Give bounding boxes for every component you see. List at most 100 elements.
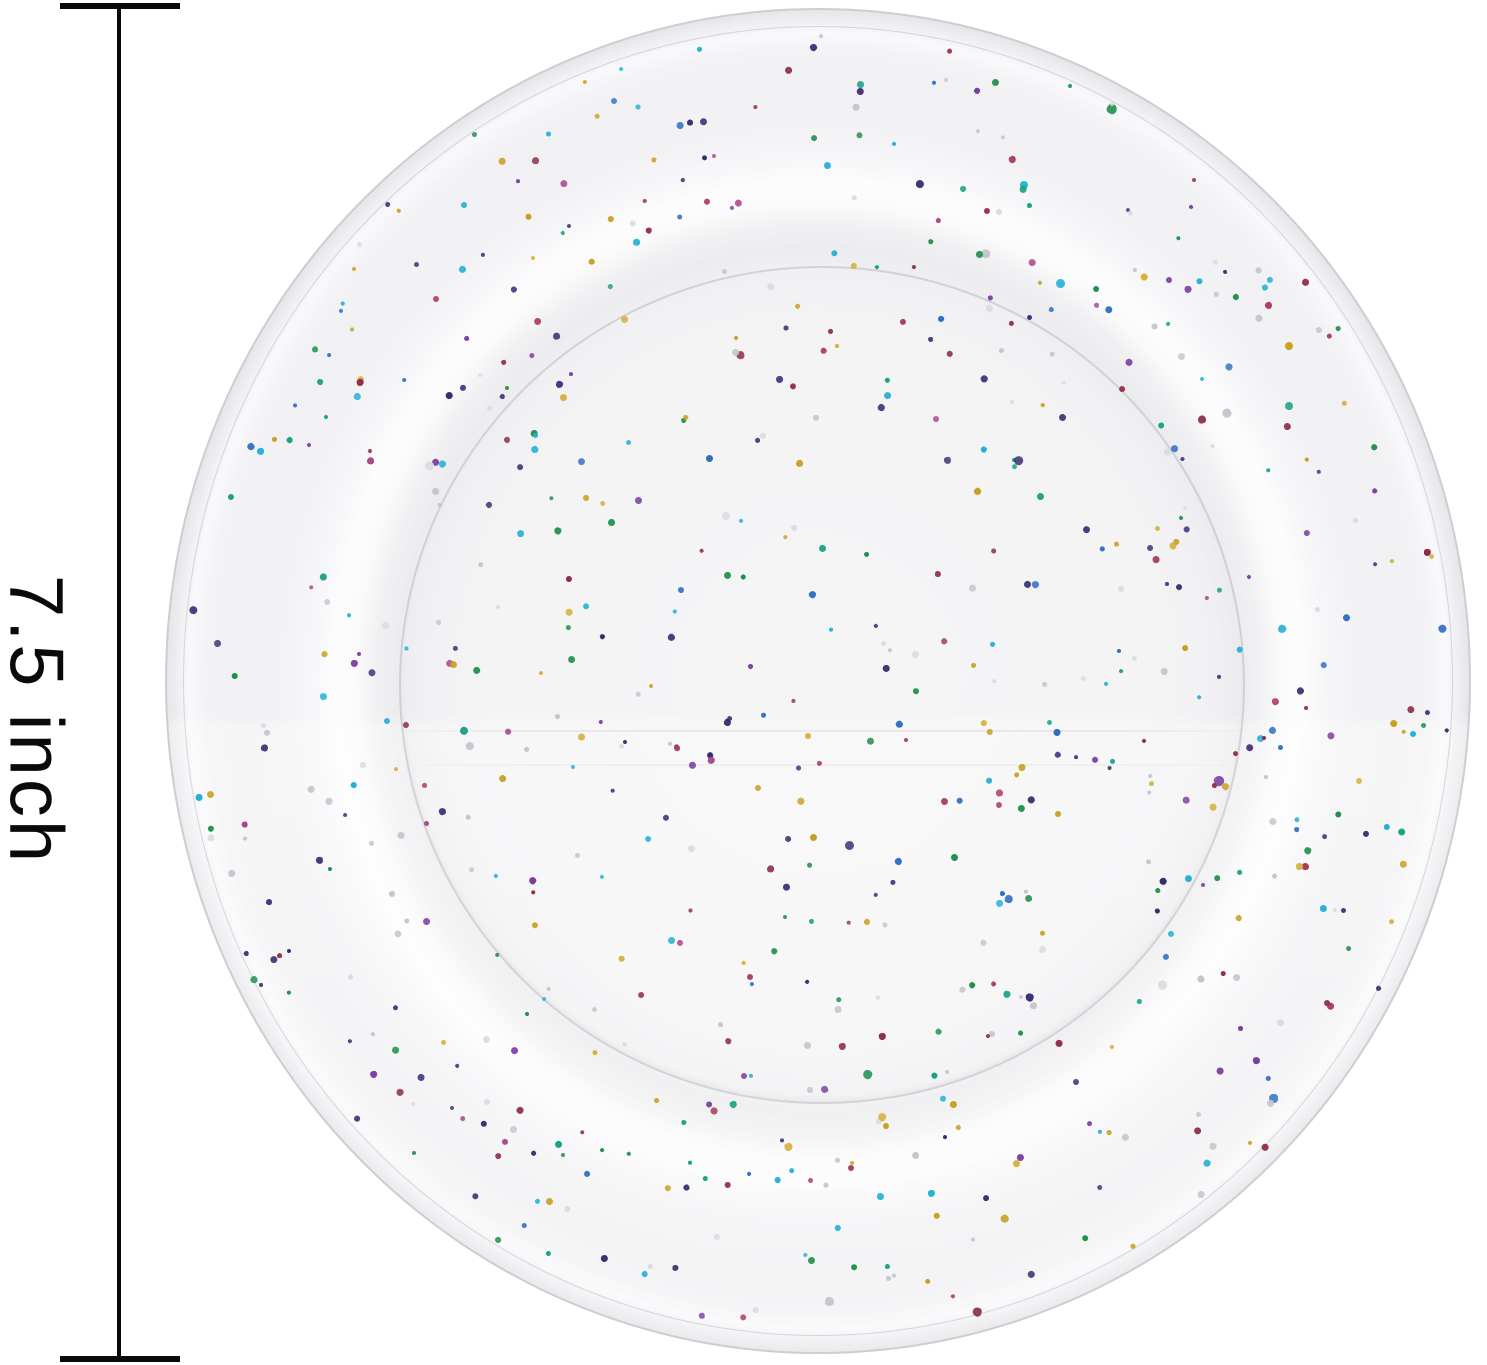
- glitter-fleck: [643, 835, 653, 844]
- glitter-fleck: [1127, 209, 1134, 217]
- glitter-fleck: [393, 766, 399, 773]
- glitter-fleck: [838, 1042, 847, 1051]
- glitter-fleck: [796, 796, 806, 806]
- glitter-fleck: [754, 437, 761, 444]
- glitter-fleck: [1194, 1110, 1202, 1118]
- glitter-fleck: [1196, 694, 1203, 701]
- glitter-fleck: [924, 1278, 932, 1286]
- glitter-fleck: [1085, 1120, 1093, 1128]
- glitter-fleck: [319, 649, 329, 659]
- glitter-fleck: [545, 1197, 554, 1206]
- glitter-fleck: [516, 463, 525, 472]
- glitter-fleck: [828, 628, 833, 633]
- glitter-fleck: [206, 789, 215, 799]
- glitter-fleck: [829, 249, 838, 258]
- glitter-fleck: [582, 602, 590, 611]
- glitter-fleck: [582, 494, 589, 501]
- glitter-fleck: [809, 833, 818, 842]
- glitter-fleck: [676, 213, 684, 221]
- glitter-fleck: [582, 1169, 591, 1178]
- glitter-fleck: [1016, 803, 1026, 813]
- glitter-fleck: [367, 448, 374, 454]
- glitter-fleck: [648, 683, 653, 688]
- glitter-fleck: [827, 328, 834, 335]
- glitter-fleck: [698, 1312, 706, 1319]
- glitter-fleck: [958, 985, 967, 994]
- glitter-fleck: [728, 1100, 738, 1110]
- glitter-fleck: [537, 670, 544, 676]
- glitter-fleck: [437, 502, 443, 507]
- glitter-fleck: [899, 318, 908, 327]
- glitter-fleck: [1040, 681, 1049, 689]
- glitter-fleck: [505, 385, 510, 391]
- glitter-fleck: [943, 77, 949, 83]
- glitter-fleck: [632, 238, 640, 246]
- glitter-fleck: [1208, 803, 1218, 813]
- glitter-fleck: [682, 1184, 691, 1192]
- glitter-fleck: [672, 609, 678, 615]
- glitter-fleck: [873, 892, 879, 898]
- glitter-fleck: [1177, 352, 1186, 361]
- glitter-fleck: [722, 570, 733, 581]
- glitter-fleck: [499, 359, 507, 367]
- glitter-fleck: [1326, 332, 1334, 340]
- glitter-fleck: [351, 266, 356, 272]
- glitter-fleck: [876, 402, 886, 412]
- glitter-fleck: [739, 1312, 748, 1322]
- glitter-fleck: [440, 1039, 447, 1046]
- glitter-fleck: [710, 1107, 719, 1115]
- glitter-fleck: [653, 1097, 660, 1104]
- glitter-fleck: [873, 622, 879, 629]
- glitter-fleck: [699, 117, 708, 126]
- glitter-fleck: [258, 982, 264, 988]
- glitter-fleck: [1235, 868, 1242, 875]
- glitter-fleck: [1026, 314, 1034, 322]
- glitter-fleck: [878, 1031, 887, 1041]
- glitter-fleck: [524, 1011, 529, 1017]
- glitter-fleck: [1340, 907, 1346, 914]
- glitter-fleck: [1055, 278, 1066, 289]
- glitter-fleck: [516, 528, 525, 538]
- glitter-fleck: [1079, 675, 1088, 683]
- glitter-fleck: [464, 813, 472, 821]
- glitter-fleck: [1264, 1075, 1272, 1082]
- glitter-fleck: [494, 604, 501, 610]
- glitter-fleck: [396, 1088, 404, 1096]
- glitter-fleck: [711, 153, 716, 159]
- glitter-fleck: [802, 1252, 808, 1258]
- glitter-fleck: [1320, 660, 1328, 669]
- glitter-fleck: [1302, 862, 1310, 871]
- glitter-fleck: [231, 672, 239, 679]
- glitter-fleck: [1184, 874, 1194, 884]
- glitter-fleck: [1351, 516, 1358, 523]
- plate-reflection-seam: [370, 730, 1270, 732]
- glitter-fleck: [1175, 583, 1184, 592]
- glitter-fleck: [454, 1063, 461, 1070]
- glitter-fleck: [910, 649, 921, 660]
- glitter-fleck: [856, 80, 864, 88]
- glitter-fleck: [1313, 606, 1321, 613]
- glitter-fleck: [880, 640, 886, 646]
- glitter-fleck: [480, 1120, 487, 1128]
- glitter-fleck: [1039, 402, 1045, 408]
- dimension-line: [117, 3, 121, 1362]
- glitter-fleck: [834, 1005, 842, 1013]
- glitter-fleck: [1302, 278, 1310, 287]
- glitter-fleck: [1202, 1159, 1212, 1169]
- glitter-fleck: [1113, 541, 1120, 548]
- glitter-fleck: [553, 1139, 564, 1150]
- glitter-fleck: [1145, 858, 1152, 865]
- glitter-fleck: [705, 454, 714, 463]
- glitter-fleck: [459, 725, 469, 735]
- glitter-fleck: [667, 741, 673, 746]
- glitter-fleck: [927, 1189, 935, 1198]
- glitter-fleck: [803, 731, 813, 741]
- glitter-fleck: [1082, 525, 1090, 534]
- glitter-fleck: [1428, 553, 1436, 561]
- glitter-fleck: [392, 1004, 399, 1011]
- glitter-fleck: [791, 698, 797, 703]
- glitter-fleck: [1196, 974, 1206, 984]
- glitter-fleck: [758, 431, 767, 441]
- glitter-fleck: [515, 1106, 525, 1116]
- glitter-fleck: [381, 622, 390, 630]
